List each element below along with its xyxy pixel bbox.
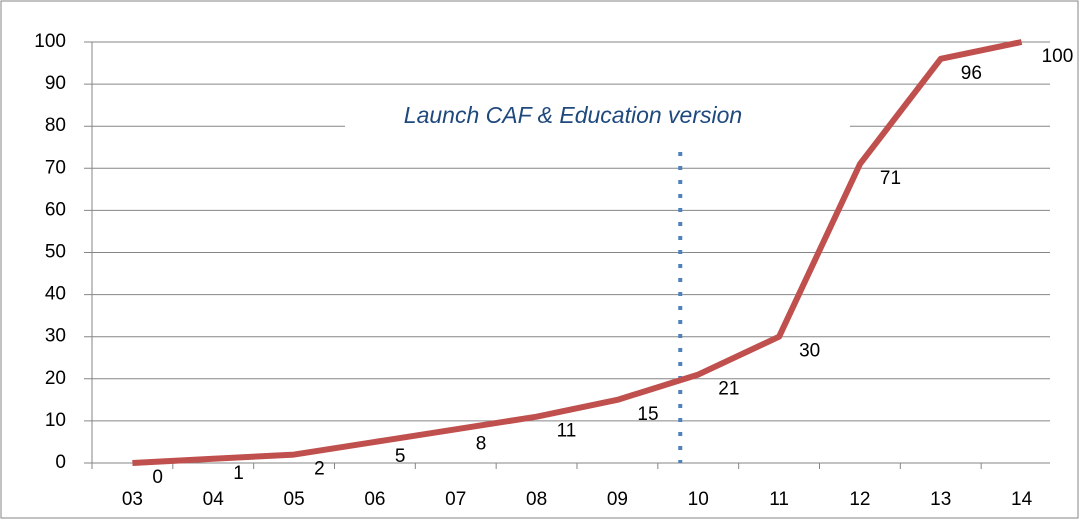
x-tick-label: 09 bbox=[607, 489, 628, 510]
y-tick-label: 0 bbox=[55, 452, 66, 473]
x-tick-label: 03 bbox=[122, 489, 143, 510]
data-line bbox=[132, 39, 1023, 466]
y-tick-label: 100 bbox=[34, 31, 66, 52]
y-tick-label: 90 bbox=[45, 73, 66, 94]
data-label: 11 bbox=[557, 421, 577, 442]
y-tick-label: 50 bbox=[45, 242, 66, 263]
x-tick-label: 13 bbox=[930, 489, 951, 510]
data-label: 30 bbox=[799, 341, 820, 362]
x-tick-label: 12 bbox=[849, 489, 870, 510]
x-tick-label: 08 bbox=[526, 489, 547, 510]
data-label: 5 bbox=[395, 446, 406, 467]
data-label: 8 bbox=[476, 433, 487, 454]
data-label: 21 bbox=[718, 379, 739, 400]
data-label: 15 bbox=[637, 404, 658, 425]
data-label: 71 bbox=[880, 168, 901, 189]
data-label: 1 bbox=[233, 463, 244, 484]
y-tick-label: 80 bbox=[45, 115, 66, 136]
y-tick-label: 30 bbox=[45, 326, 66, 347]
y-tick-label: 60 bbox=[45, 199, 66, 220]
y-tick-label: 40 bbox=[45, 284, 66, 305]
x-tick-label: 10 bbox=[688, 489, 709, 510]
data-label: 0 bbox=[152, 467, 163, 488]
x-tick-label: 05 bbox=[284, 489, 305, 510]
data-label: 100 bbox=[1042, 46, 1074, 67]
data-label: 96 bbox=[961, 63, 982, 84]
y-tick-label: 70 bbox=[45, 157, 66, 178]
x-tick-label: 11 bbox=[769, 489, 789, 510]
x-tick-label: 14 bbox=[1011, 489, 1033, 510]
y-tick-label: 20 bbox=[45, 368, 66, 389]
x-tick-label: 06 bbox=[364, 489, 385, 510]
x-tick-label: 04 bbox=[203, 489, 225, 510]
y-tick-label: 10 bbox=[45, 410, 66, 431]
annotation: Launch CAF & Education version bbox=[404, 102, 742, 128]
x-tick-label: 07 bbox=[445, 489, 466, 510]
annotation-bg bbox=[345, 100, 850, 136]
data-label: 2 bbox=[314, 459, 325, 480]
